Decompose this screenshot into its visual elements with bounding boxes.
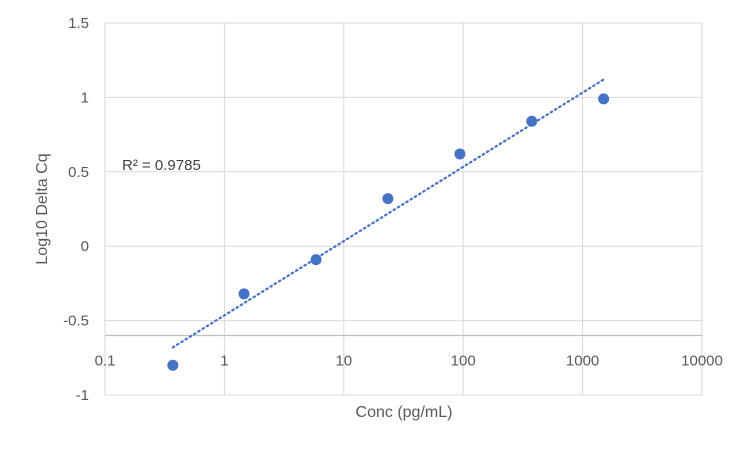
trendline-group — [171, 78, 605, 349]
data-point — [310, 254, 322, 266]
x-tick-label: 1 — [220, 352, 228, 369]
data-point — [238, 288, 250, 300]
y-axis-title: Log10 Delta Cq — [34, 153, 51, 264]
y-tick-label: 0 — [81, 238, 89, 255]
data-point — [454, 148, 466, 160]
x-tick-label: 0.1 — [95, 352, 116, 369]
x-tick-label: 1000 — [566, 352, 599, 369]
y-tick-label: -1 — [76, 387, 89, 404]
data-point — [526, 115, 538, 127]
plot-area — [104, 22, 703, 396]
data-points — [167, 93, 610, 371]
x-tick-label: 10 — [335, 352, 352, 369]
x-tick-label: 10000 — [681, 352, 723, 369]
data-point — [167, 359, 179, 371]
data-point — [598, 93, 610, 105]
r-squared-label: R² = 0.9785 — [122, 157, 201, 174]
y-tick-label: -0.5 — [63, 313, 89, 330]
y-tick-label: 0.5 — [68, 164, 89, 181]
y-tick-label: 1 — [81, 89, 89, 106]
gridlines — [104, 22, 703, 396]
x-axis-title: Conc (pg/mL) — [356, 404, 453, 421]
plot-border — [104, 22, 703, 396]
data-point — [382, 193, 394, 205]
y-tick-label: 1.5 — [68, 15, 89, 32]
tick-labels: 1.5 1 0.5 0 -0.5 -1 0.1 1 10 100 1000 10000 — [63, 15, 723, 404]
trendline — [171, 78, 605, 349]
x-tick-label: 100 — [451, 352, 476, 369]
